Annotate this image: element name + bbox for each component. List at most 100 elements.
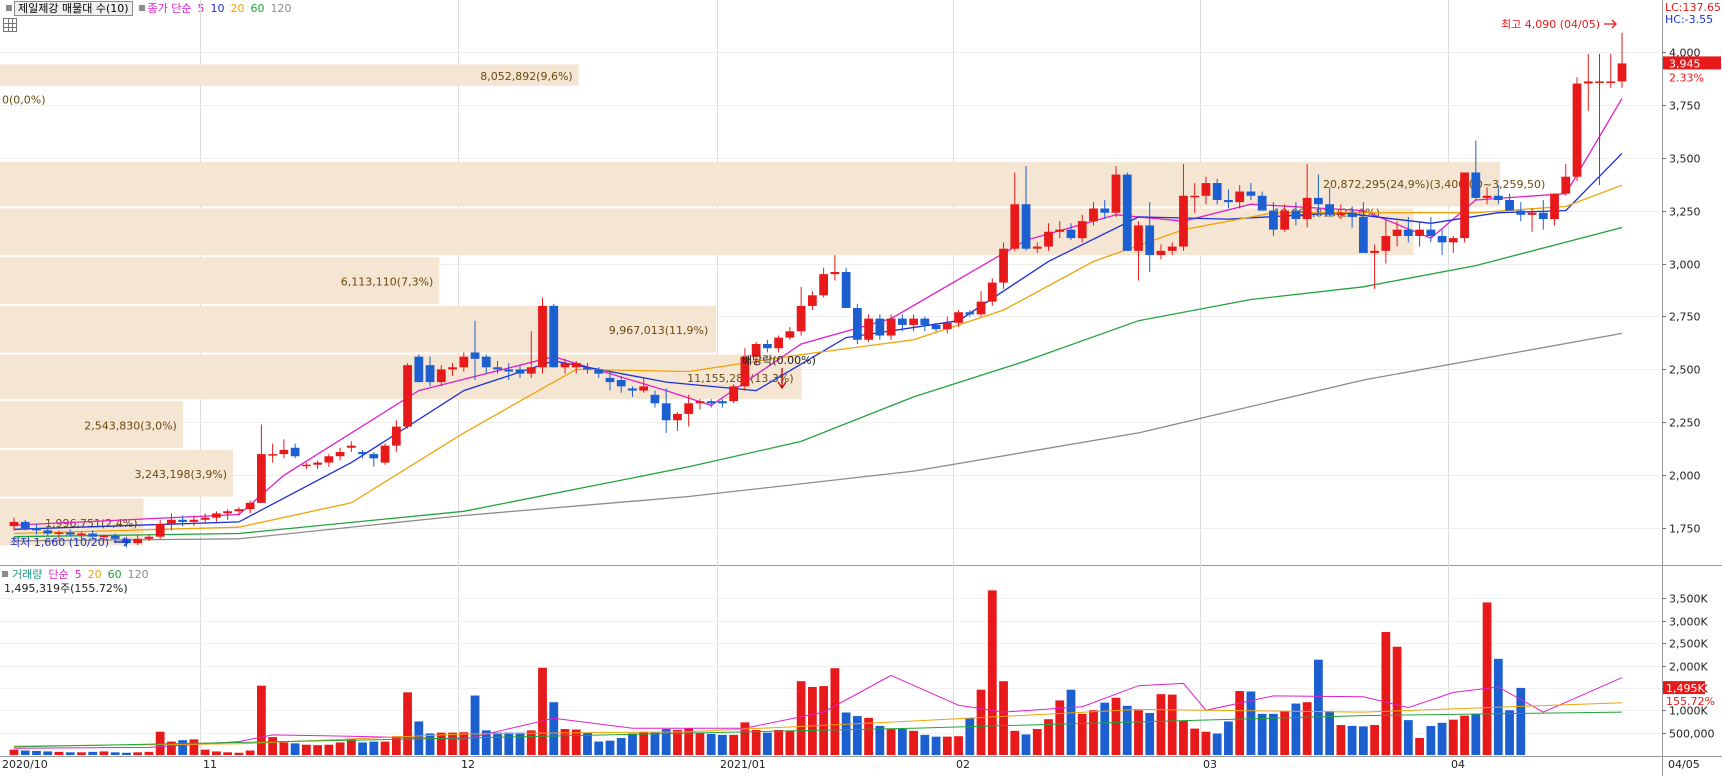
candle-body: [65, 532, 75, 535]
volume-square-icon[interactable]: [2, 571, 8, 577]
indicator-title[interactable]: 제일제강 매물대 수(10): [14, 0, 133, 16]
candle-body: [1325, 204, 1335, 215]
volume-bar: [425, 733, 435, 755]
candle-body: [1291, 210, 1301, 220]
candle-body: [706, 401, 716, 404]
volume-profile-label: 9,967,013(11,9%): [609, 324, 709, 337]
volume-bar: [234, 752, 244, 755]
current-price-label: 3,945: [1669, 57, 1701, 70]
volume-bar: [1010, 730, 1020, 755]
candle-body: [1381, 236, 1391, 251]
candle-body: [1257, 195, 1267, 211]
candle-body: [616, 380, 626, 387]
grid-table-icon[interactable]: [3, 18, 17, 32]
candle-body: [1044, 231, 1053, 247]
volume-bar: [391, 736, 401, 755]
volume-bar: [1089, 710, 1098, 755]
collapse-square-icon[interactable]: [6, 5, 12, 11]
volume-bar: [1358, 726, 1368, 755]
price-tick-label: 3,000: [1669, 259, 1701, 272]
candle-body: [1314, 197, 1323, 205]
candle-body: [1089, 208, 1098, 222]
price-tick-label: 2,000: [1669, 470, 1701, 483]
volume-bar: [864, 717, 873, 755]
candle-body: [1021, 204, 1031, 249]
volume-bar: [223, 752, 233, 755]
volume-bar: [1347, 725, 1357, 755]
ma60-legend: 60: [250, 1, 265, 15]
volume-bar: [785, 730, 795, 755]
low-price-annotation: 최저 1,660 (10/20): [10, 536, 109, 549]
candle-body: [504, 369, 514, 372]
candle-body: [819, 274, 829, 296]
candle-body: [313, 462, 322, 465]
candle-body: [875, 318, 885, 336]
candle-body: [459, 356, 469, 368]
low-arrow-icon: [114, 537, 130, 547]
candle-body: [1167, 246, 1177, 251]
candle-body: [560, 363, 570, 368]
candle-body: [1347, 212, 1357, 217]
volume-bar: [1415, 738, 1424, 755]
date-axis-label: 12: [461, 758, 475, 771]
candle-body: [538, 305, 547, 368]
candle-body: [1055, 229, 1065, 232]
candle-body: [290, 447, 300, 457]
candle-body: [1145, 225, 1155, 256]
candle-body: [763, 344, 772, 349]
volume-bar: [504, 732, 514, 755]
ma20-legend: 20: [230, 1, 245, 15]
volume-bar: [807, 687, 817, 755]
volume-title[interactable]: 거래량: [12, 568, 43, 581]
candle-body: [1156, 250, 1166, 256]
volume-bar: [481, 730, 491, 755]
volume-profile-label: 3,243,198(3,9%): [135, 468, 228, 481]
candle-body: [448, 367, 457, 370]
volume-bar: [1246, 691, 1256, 755]
candle-body: [987, 282, 997, 302]
volume-bar: [1044, 719, 1053, 755]
candle-body: [1111, 174, 1121, 213]
candle-body: [1235, 191, 1245, 203]
ma-label[interactable]: 종가 단순: [147, 2, 192, 15]
volume-bar: [77, 752, 86, 755]
volume-bar: [1122, 705, 1132, 755]
volume-bar: [639, 731, 649, 755]
ma-square-icon[interactable]: [138, 5, 145, 11]
volume-bar: [88, 751, 98, 755]
volume-bar: [796, 681, 806, 755]
candle-body: [1212, 183, 1222, 200]
candle-body: [133, 538, 143, 544]
candle-body: [1100, 208, 1110, 213]
volume-bar: [32, 750, 41, 755]
volume-title-bar: 거래량 단순 5 20 60 120: [0, 566, 149, 582]
candle-body: [740, 356, 750, 387]
volume-ma20-legend: 20: [87, 567, 102, 581]
candle-body: [1426, 229, 1436, 236]
candle-body: [88, 533, 98, 537]
price-tick-label: 1,750: [1669, 523, 1701, 536]
volume-bar: [1291, 703, 1301, 755]
volume-ma5-line: [13, 674, 1623, 749]
volume-bar: [144, 751, 154, 755]
volume-bar: [774, 729, 784, 755]
volume-bar: [189, 739, 199, 755]
volume-bar: [1066, 689, 1076, 755]
chart-title-bar: 제일제강 매물대 수(10) 종가 단순 5 10 20 60 120: [0, 0, 292, 16]
volume-bar: [256, 685, 266, 755]
volume-tick-label: 3,500K: [1669, 593, 1708, 606]
volume-bar: [200, 749, 210, 755]
volume-profile-bar: [0, 161, 1500, 207]
volume-bar: [290, 743, 300, 755]
candle-body: [167, 519, 176, 524]
candle-body: [1032, 246, 1042, 249]
candle-body: [1190, 195, 1200, 198]
volume-ma60-legend: 60: [107, 567, 122, 581]
volume-bar: [1235, 691, 1245, 755]
date-axis-label: 2020/10: [2, 758, 48, 771]
candle-body: [852, 308, 862, 340]
candle-body: [594, 369, 604, 374]
volume-bar: [1179, 721, 1188, 755]
candle-body: [358, 452, 367, 455]
